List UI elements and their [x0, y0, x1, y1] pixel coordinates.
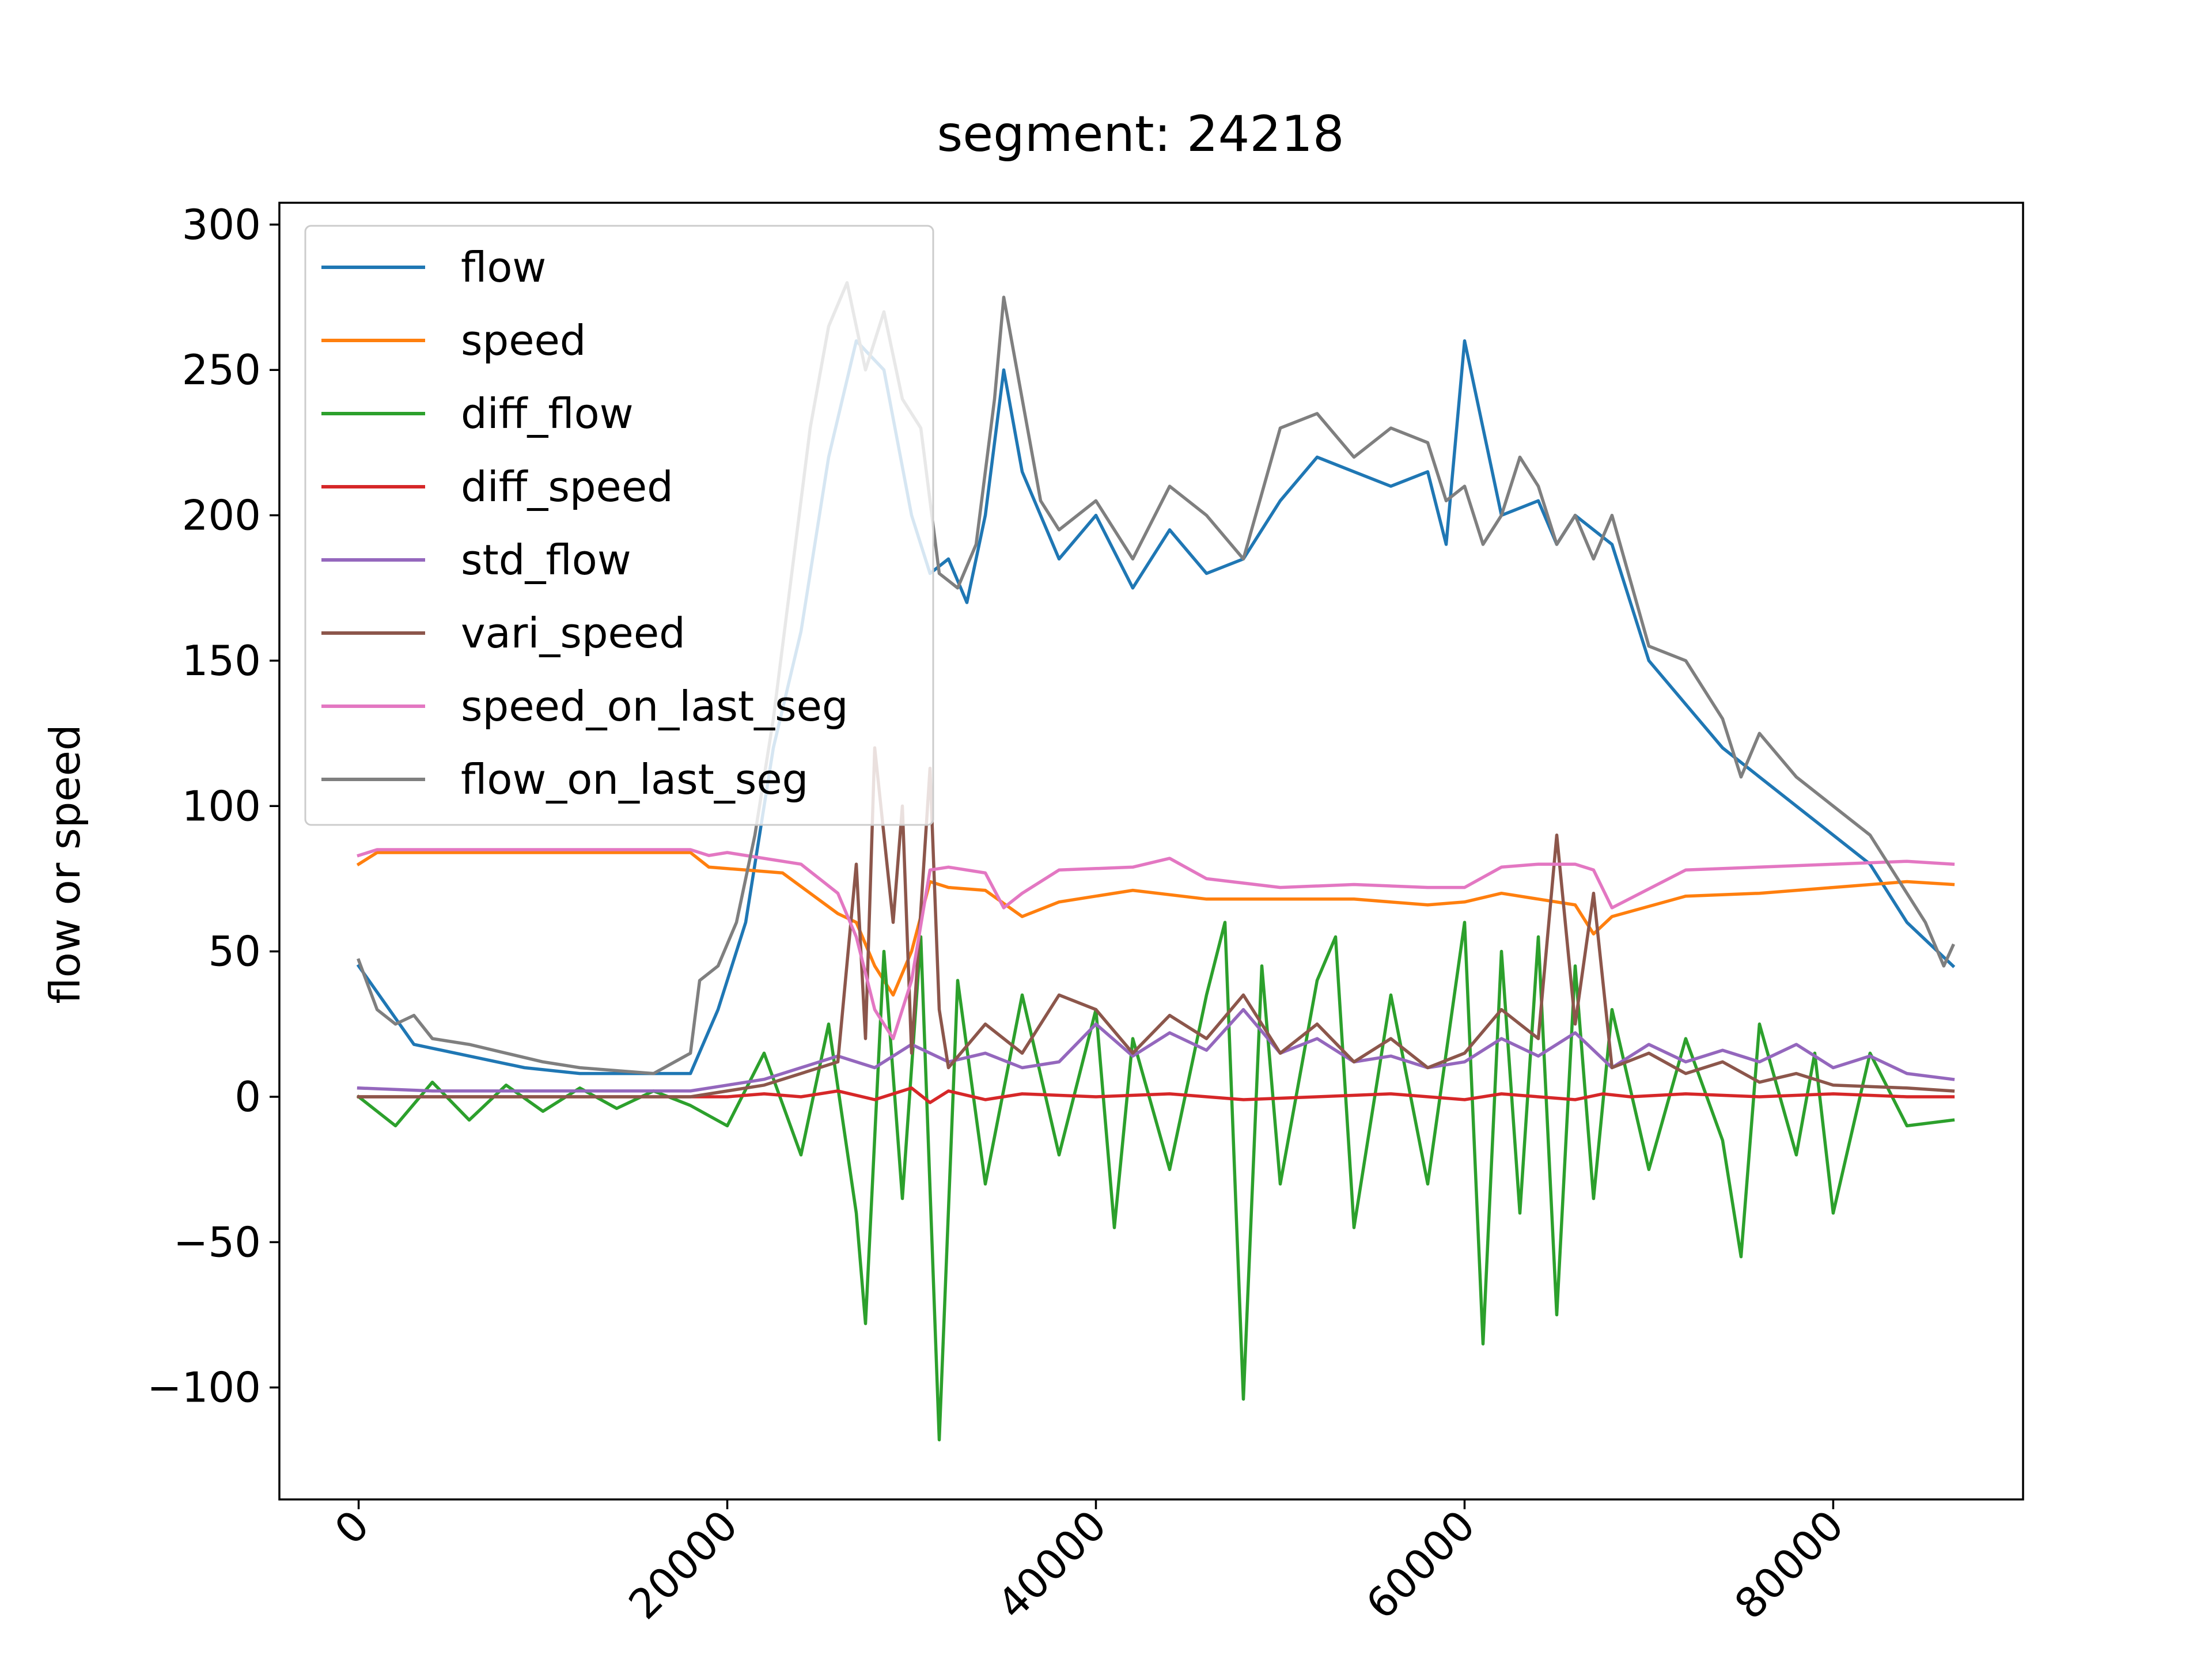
legend-label-std-flow: std_flow [461, 536, 631, 584]
y-tick-label: 50 [208, 927, 261, 976]
series-line-speed-on-last-seg [357, 848, 1955, 1040]
series-line-std-flow [357, 1007, 1955, 1093]
legend-box [304, 225, 934, 826]
plot-lines [356, 281, 1956, 1442]
legend-label-diff-speed: diff_speed [461, 463, 673, 511]
series-line-diff-flow [356, 921, 1955, 1442]
legend: flow speed diff_flow diff_speed std_flowvari… [304, 225, 934, 826]
legend-label-flow-on-last-seg: flow_on_last_seg [461, 755, 808, 804]
y-tick-label: −100 [147, 1363, 261, 1412]
y-tick-label: 300 [182, 200, 261, 249]
legend-label-speed-on-last-seg: speed_on_last_seg [461, 682, 849, 730]
legend-label-flow: flow [461, 243, 546, 291]
y-tick-label: 200 [182, 491, 261, 540]
plot-frame [278, 202, 2024, 1501]
y-tick-label: −50 [173, 1218, 261, 1266]
chart-title: segment: 24218 [937, 105, 1344, 163]
series-line-flow [356, 339, 1956, 1075]
series-line-vari-speed [357, 746, 1955, 1099]
series-line-flow-on-last-seg [357, 281, 1956, 1075]
y-tick-label: 250 [182, 346, 261, 394]
y-axis-label: flow or speed [41, 724, 89, 1003]
legend-label-speed: speed [461, 316, 586, 365]
legend-label-vari-speed: vari_speed [461, 609, 685, 657]
y-tick-label: 0 [234, 1073, 261, 1121]
y-tick-label: 100 [182, 782, 261, 830]
y-tick-label: 150 [182, 637, 261, 685]
legend-label-diff-flow: diff_flow [461, 389, 634, 438]
series-line-speed [356, 851, 1955, 997]
